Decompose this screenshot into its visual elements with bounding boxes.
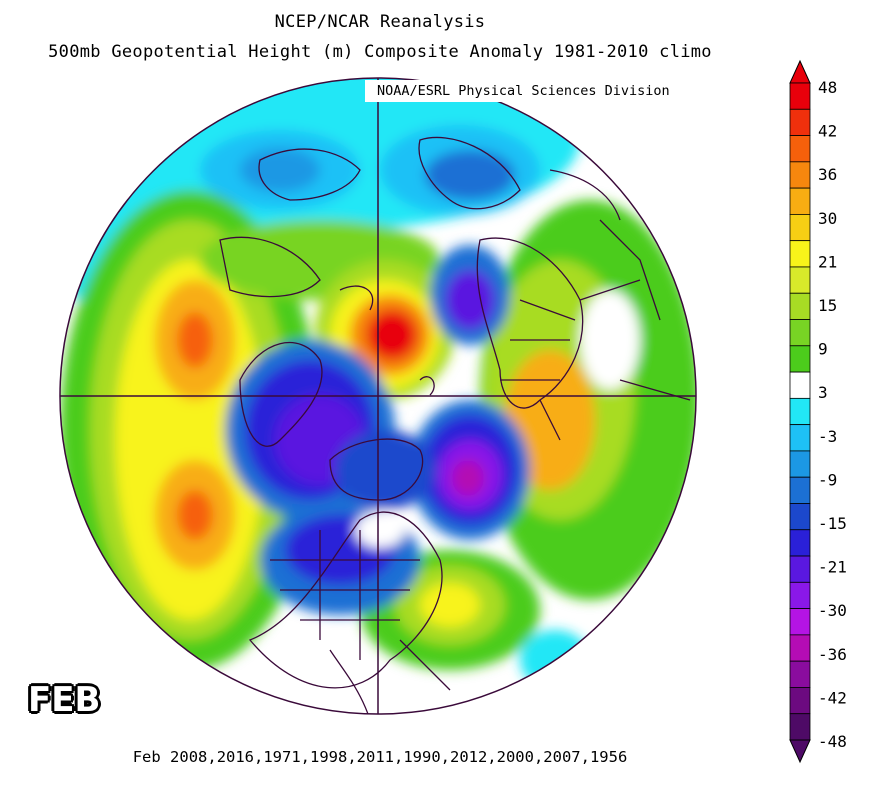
years-caption: Feb 2008,2016,1971,1998,2011,1990,2012,2… — [132, 748, 628, 766]
colorbar-cell — [789, 503, 811, 531]
colorbar-cell — [789, 450, 811, 478]
colorbar-tick-label: 36 — [818, 165, 837, 184]
colorbar-tick-label: -3 — [818, 427, 837, 446]
colorbar-tick-label: 9 — [818, 340, 828, 359]
colorbar-tick-label: 3 — [818, 383, 828, 402]
colorbar-tick-label: -9 — [818, 470, 837, 489]
colorbar-tick-label: 30 — [818, 209, 837, 228]
colorbar-top-arrow — [789, 59, 811, 84]
colorbar-cell — [789, 397, 811, 426]
colorbar-tick-label: 15 — [818, 296, 837, 315]
colorbar-cell — [789, 108, 811, 136]
colorbar-cell — [789, 713, 811, 741]
colorbar-cell — [789, 187, 811, 215]
colorbar-cell — [789, 319, 811, 347]
colorbar-cell — [789, 608, 811, 636]
colorbar-cell — [789, 292, 811, 320]
colorbar-cell — [789, 82, 811, 110]
colorbar-cell — [789, 687, 811, 715]
colorbar-cell — [789, 371, 811, 399]
colorbar-tick-label: -21 — [818, 558, 847, 577]
colorbar-tick-label: -36 — [818, 645, 847, 664]
colorbar-tick-label: 48 — [818, 78, 837, 97]
colorbar-cell — [789, 529, 811, 557]
colorbar-cell — [789, 161, 811, 189]
month-label: FEB — [28, 680, 101, 720]
colorbar-tick-label: -30 — [818, 601, 847, 620]
colorbar-cell — [789, 240, 811, 268]
colorbar-cell — [789, 581, 811, 610]
colorbar-cell — [789, 135, 811, 163]
title-line-2: 500mb Geopotential Height (m) Composite … — [48, 42, 712, 62]
colorbar-cell — [789, 555, 811, 583]
colorbar-cell — [789, 266, 811, 294]
colorbar-tick-label: -15 — [818, 514, 847, 533]
colorbar-tick-label: -42 — [818, 688, 847, 707]
title-line-1: NCEP/NCAR Reanalysis — [274, 12, 486, 32]
colorbar-cell — [789, 345, 811, 373]
colorbar-cell — [789, 476, 811, 504]
colorbar-tick-label: -48 — [818, 732, 847, 751]
colorbar-tick-label: 21 — [818, 252, 837, 271]
colorbar-tick-label: 42 — [818, 122, 837, 141]
colorbar-cell — [789, 660, 811, 688]
colorbar-cell — [789, 213, 811, 242]
colorbar-bottom-arrow — [789, 739, 811, 764]
colorbar-cell — [789, 634, 811, 662]
colorbar-cell — [789, 424, 811, 452]
credit-label: NOAA/ESRL Physical Sciences Division — [365, 80, 695, 102]
coastlines — [219, 136, 691, 714]
